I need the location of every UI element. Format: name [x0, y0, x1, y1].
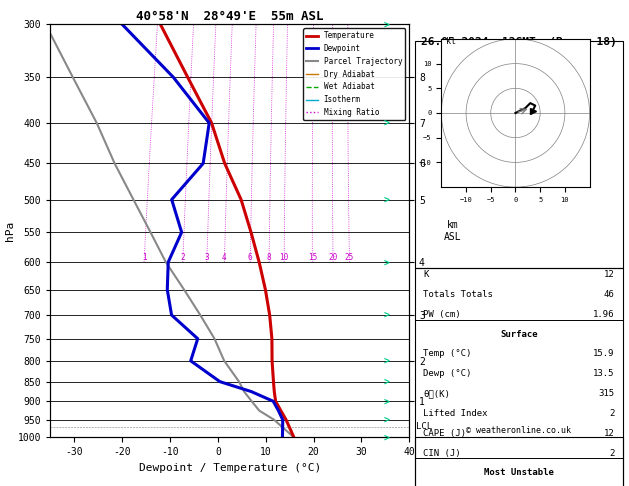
Text: Lifted Index: Lifted Index: [423, 409, 487, 418]
Text: 2: 2: [609, 409, 615, 418]
Text: 6: 6: [248, 253, 252, 262]
Text: 15.9: 15.9: [593, 349, 615, 358]
Text: >: >: [384, 257, 390, 267]
Text: 2: 2: [181, 253, 185, 262]
Text: K: K: [423, 270, 428, 279]
Title: 40°58'N  28°49'E  55m ASL: 40°58'N 28°49'E 55m ASL: [136, 10, 323, 23]
Bar: [415, 41, 623, 268]
Text: 315: 315: [598, 389, 615, 398]
Text: >: >: [384, 433, 390, 442]
Text: 4: 4: [222, 253, 226, 262]
Text: 1: 1: [142, 253, 147, 262]
Text: θᴄ(K): θᴄ(K): [423, 389, 450, 398]
Text: >: >: [384, 118, 390, 128]
Text: 46: 46: [604, 290, 615, 299]
Text: >: >: [384, 194, 390, 205]
Text: Surface: Surface: [500, 330, 538, 339]
Text: >: >: [384, 396, 390, 406]
Text: >: >: [384, 415, 390, 425]
Text: 12: 12: [604, 429, 615, 438]
Text: Dewp (°C): Dewp (°C): [423, 369, 472, 378]
Text: >: >: [384, 377, 390, 387]
Text: 10: 10: [279, 253, 289, 262]
Text: >: >: [384, 19, 390, 29]
Text: 12: 12: [604, 270, 615, 279]
Text: PW (cm): PW (cm): [423, 310, 461, 319]
Text: 8: 8: [267, 253, 271, 262]
Text: CIN (J): CIN (J): [423, 449, 461, 457]
Text: >: >: [384, 356, 390, 366]
Bar: [415, 437, 623, 486]
Text: 1.96: 1.96: [593, 310, 615, 319]
Text: LCL: LCL: [416, 422, 433, 432]
Text: 20: 20: [328, 253, 338, 262]
Text: 26.05.2024  12GMT  (Base: 18): 26.05.2024 12GMT (Base: 18): [421, 37, 616, 47]
Text: CAPE (J): CAPE (J): [423, 429, 466, 438]
Text: © weatheronline.co.uk: © weatheronline.co.uk: [466, 426, 571, 435]
Text: Totals Totals: Totals Totals: [423, 290, 493, 299]
Text: 3: 3: [204, 253, 209, 262]
Text: 2: 2: [609, 449, 615, 457]
X-axis label: Dewpoint / Temperature (°C): Dewpoint / Temperature (°C): [138, 463, 321, 473]
Text: Temp (°C): Temp (°C): [423, 349, 472, 358]
Text: >: >: [384, 310, 390, 320]
Text: 25: 25: [345, 253, 354, 262]
Y-axis label: km
ASL: km ASL: [444, 220, 462, 242]
Text: kt: kt: [447, 37, 456, 46]
Text: 15: 15: [308, 253, 317, 262]
Text: 13.5: 13.5: [593, 369, 615, 378]
Y-axis label: hPa: hPa: [5, 221, 15, 241]
Text: Most Unstable: Most Unstable: [484, 469, 554, 477]
Legend: Temperature, Dewpoint, Parcel Trajectory, Dry Adiabat, Wet Adiabat, Isotherm, Mi: Temperature, Dewpoint, Parcel Trajectory…: [303, 28, 406, 120]
